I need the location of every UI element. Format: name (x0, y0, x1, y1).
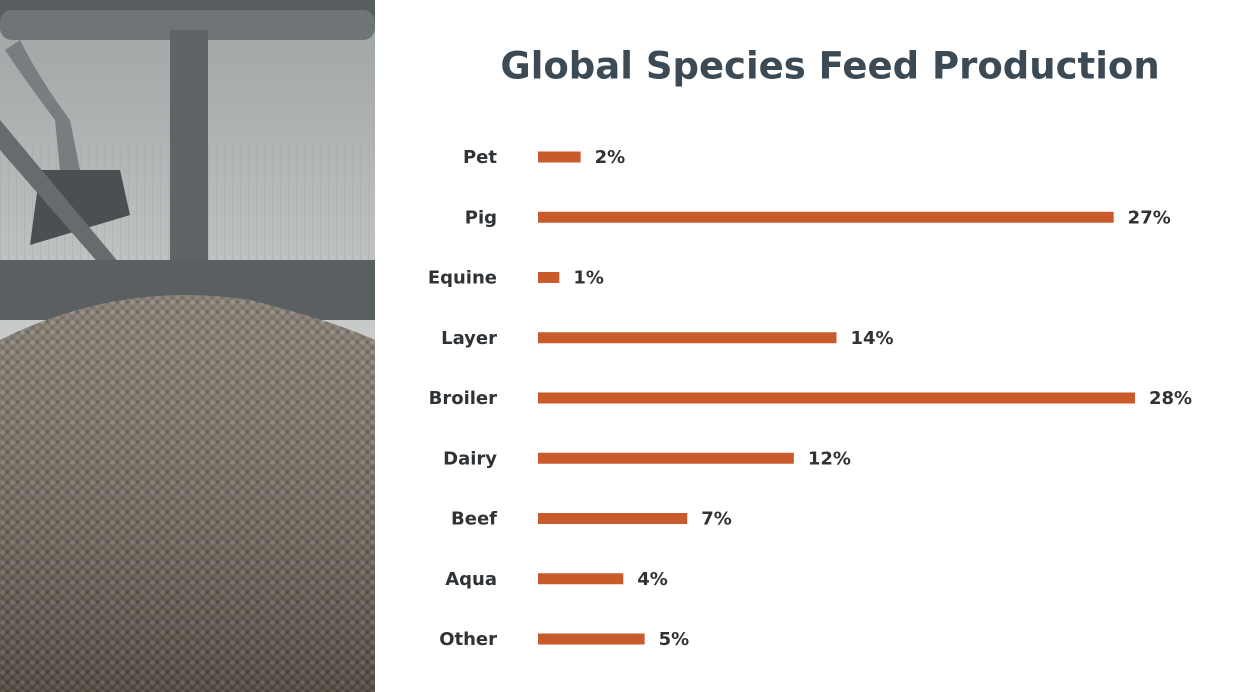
photo (0, 0, 375, 692)
category-label: Pig (465, 207, 497, 228)
bar (538, 633, 645, 645)
category-label: Other (439, 629, 497, 650)
bar (538, 211, 1114, 223)
category-label: Dairy (443, 448, 497, 469)
chart-title: Global Species Feed Production (500, 45, 1159, 88)
value-label: 12% (808, 448, 851, 469)
category-label: Broiler (429, 388, 498, 409)
value-label: 28% (1149, 388, 1192, 409)
category-label: Aqua (445, 569, 497, 590)
category-label: Layer (441, 328, 497, 349)
bar (538, 573, 624, 585)
value-label: 27% (1128, 207, 1171, 228)
bar (538, 332, 837, 344)
value-label: 7% (701, 509, 732, 530)
bar (538, 452, 794, 464)
plot: Pet 2% Pig 27% Equine 1% Layer 14% Broiler 28% Dai… (428, 147, 1192, 650)
value-label: 5% (659, 629, 690, 650)
category-label: Equine (428, 268, 497, 289)
value-label: 4% (637, 569, 668, 590)
bar (538, 392, 1135, 404)
value-label: 1% (573, 268, 604, 289)
bar (538, 151, 581, 163)
bar (538, 513, 688, 524)
value-label: 2% (595, 147, 626, 168)
category-label: Pet (463, 147, 497, 168)
category-label: Beef (451, 509, 497, 530)
bar (538, 272, 560, 283)
value-label: 14% (851, 328, 894, 349)
